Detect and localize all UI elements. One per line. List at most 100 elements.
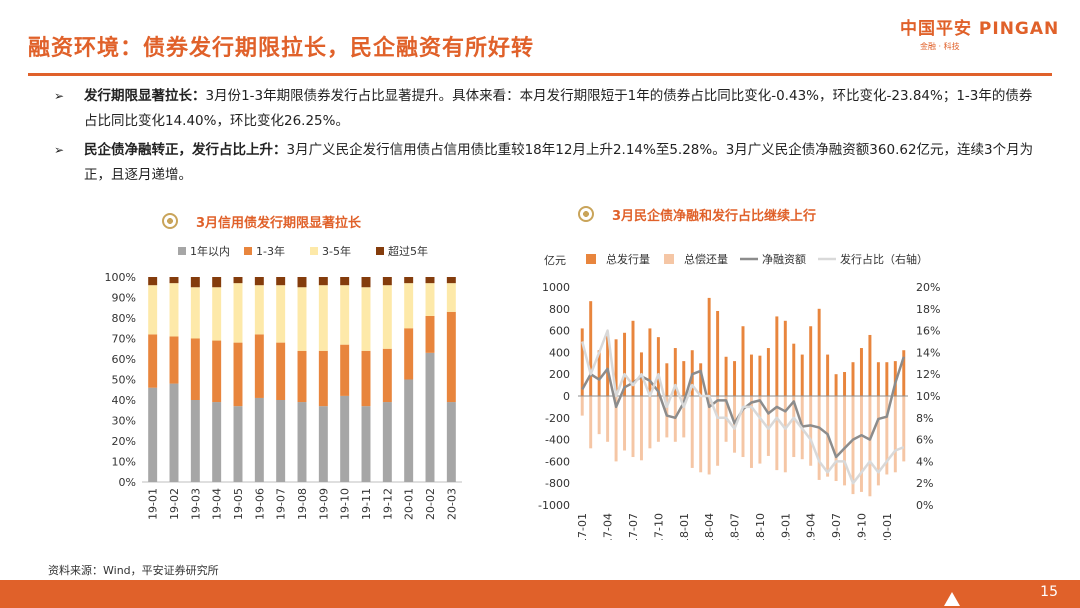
bar-segment bbox=[446, 311, 456, 403]
x-tick-label: 17-01 bbox=[576, 513, 589, 540]
page-number: 15 bbox=[1040, 584, 1058, 600]
bar-segment bbox=[233, 342, 243, 407]
y-right-tick-label: 6% bbox=[916, 434, 933, 447]
x-tick-label: 19-02 bbox=[168, 488, 181, 520]
bar-segment bbox=[404, 277, 414, 284]
bar bbox=[783, 396, 787, 473]
bullet-list: ➢ 发行期限显著拉长：3月份1-3年期限债券发行占比显著提升。具体来看：本月发行… bbox=[54, 84, 1044, 192]
bar bbox=[885, 396, 889, 475]
bar-segment bbox=[148, 334, 158, 388]
bar-segment bbox=[318, 406, 328, 482]
legend-label: 总发行量 bbox=[606, 252, 650, 266]
y-right-tick-label: 20% bbox=[916, 281, 940, 294]
page-title: 融资环境：债券发行期限拉长，民企融资有所好转 bbox=[28, 35, 535, 61]
series-line bbox=[580, 329, 905, 485]
bar-segment bbox=[212, 340, 222, 403]
y-right-tick-label: 4% bbox=[916, 455, 933, 468]
bar bbox=[876, 396, 880, 486]
bar bbox=[749, 396, 753, 468]
footer-bar: 15 bbox=[0, 580, 1080, 608]
bar bbox=[843, 396, 847, 486]
bar-segment bbox=[340, 344, 350, 396]
x-tick-label: 18-07 bbox=[729, 513, 742, 540]
bar-segment bbox=[233, 277, 243, 284]
bar bbox=[623, 396, 627, 451]
bar-segment bbox=[233, 406, 243, 482]
bar-segment bbox=[276, 342, 286, 400]
y-tick-label: 80% bbox=[112, 312, 136, 325]
x-tick-label: 19-04 bbox=[805, 513, 818, 540]
chart2-bar-line: 亿元 总发行量 总偿还量 净融资额 发行占比（右轴） 1000 800 600 400 200 0 -… bbox=[538, 252, 940, 540]
x-tick-label: 19-07 bbox=[275, 488, 288, 520]
y-tick-label: 40% bbox=[112, 394, 136, 407]
x-tick-label: 19-11 bbox=[360, 488, 373, 520]
logo-tagline: 金融 · 科技 bbox=[920, 42, 960, 51]
bar bbox=[589, 396, 593, 449]
y-right-tick-label: 18% bbox=[916, 303, 940, 316]
bar bbox=[648, 396, 652, 449]
bar-segment bbox=[361, 277, 371, 288]
legend-swatch bbox=[376, 247, 384, 255]
legend-label: 1年以内 bbox=[190, 244, 230, 258]
bar-segment bbox=[276, 400, 286, 482]
bar bbox=[851, 396, 855, 495]
bar bbox=[817, 396, 821, 480]
bar-segment bbox=[169, 283, 179, 337]
bar bbox=[843, 372, 847, 396]
y-right-tick-label: 0% bbox=[916, 499, 933, 512]
bar bbox=[682, 361, 686, 396]
y-right-tick-label: 8% bbox=[916, 412, 933, 425]
bar-segment bbox=[190, 287, 200, 339]
x-tick-label: 20-02 bbox=[424, 488, 437, 520]
legend-label: 超过5年 bbox=[388, 244, 428, 258]
bar-segment bbox=[297, 287, 307, 351]
y-tick-label: 90% bbox=[112, 292, 136, 305]
bar bbox=[631, 320, 635, 396]
bar-segment bbox=[212, 402, 222, 482]
bar bbox=[817, 308, 821, 396]
bar-segment bbox=[148, 277, 158, 286]
y-right-tick-label: 2% bbox=[916, 477, 933, 490]
bar-segment bbox=[340, 285, 350, 345]
bullet-lead: 民企债净融转正，发行占比上升： bbox=[84, 142, 287, 158]
y-left-tick-label: 200 bbox=[549, 368, 570, 381]
bar-segment bbox=[446, 277, 456, 284]
bar-segment bbox=[382, 277, 392, 286]
legend-swatch bbox=[586, 254, 596, 264]
bar bbox=[792, 343, 796, 396]
bar bbox=[834, 374, 838, 396]
x-tick-label: 19-09 bbox=[317, 488, 330, 520]
arrow-icon: ➢ bbox=[54, 89, 65, 103]
bar-segment bbox=[212, 277, 222, 288]
bar-segment bbox=[233, 283, 243, 343]
bar-segment bbox=[212, 287, 222, 341]
bar bbox=[707, 297, 711, 396]
bar bbox=[758, 396, 762, 464]
bar bbox=[656, 396, 660, 442]
legend-swatch bbox=[310, 247, 318, 255]
source-note: 资料来源：Wind，平安证券研究所 bbox=[48, 564, 219, 577]
bar bbox=[589, 301, 593, 396]
logo-text: 中国平安 PINGAN bbox=[900, 19, 1060, 39]
bar bbox=[775, 316, 779, 396]
bar-segment bbox=[382, 285, 392, 349]
bar-segment bbox=[276, 285, 286, 343]
x-tick-label: 17-04 bbox=[602, 513, 615, 540]
legend-label: 1-3年 bbox=[256, 244, 285, 258]
bar bbox=[868, 396, 872, 497]
bar-segment bbox=[190, 277, 200, 288]
bar bbox=[902, 396, 906, 462]
bar bbox=[580, 328, 584, 396]
x-tick-label: 19-01 bbox=[779, 513, 792, 540]
bullet-lead: 发行期限显著拉长： bbox=[84, 88, 206, 104]
legend-swatch bbox=[664, 254, 674, 264]
bar-segment bbox=[318, 285, 328, 351]
bar-segment bbox=[382, 348, 392, 403]
triangle-icon bbox=[944, 592, 960, 606]
y-tick-label: 70% bbox=[112, 333, 136, 346]
bar bbox=[716, 310, 720, 396]
bar bbox=[758, 355, 762, 396]
x-tick-label: 20-01 bbox=[881, 513, 894, 540]
legend-label: 净融资额 bbox=[762, 252, 806, 266]
x-tick-label: 20-01 bbox=[403, 488, 416, 520]
